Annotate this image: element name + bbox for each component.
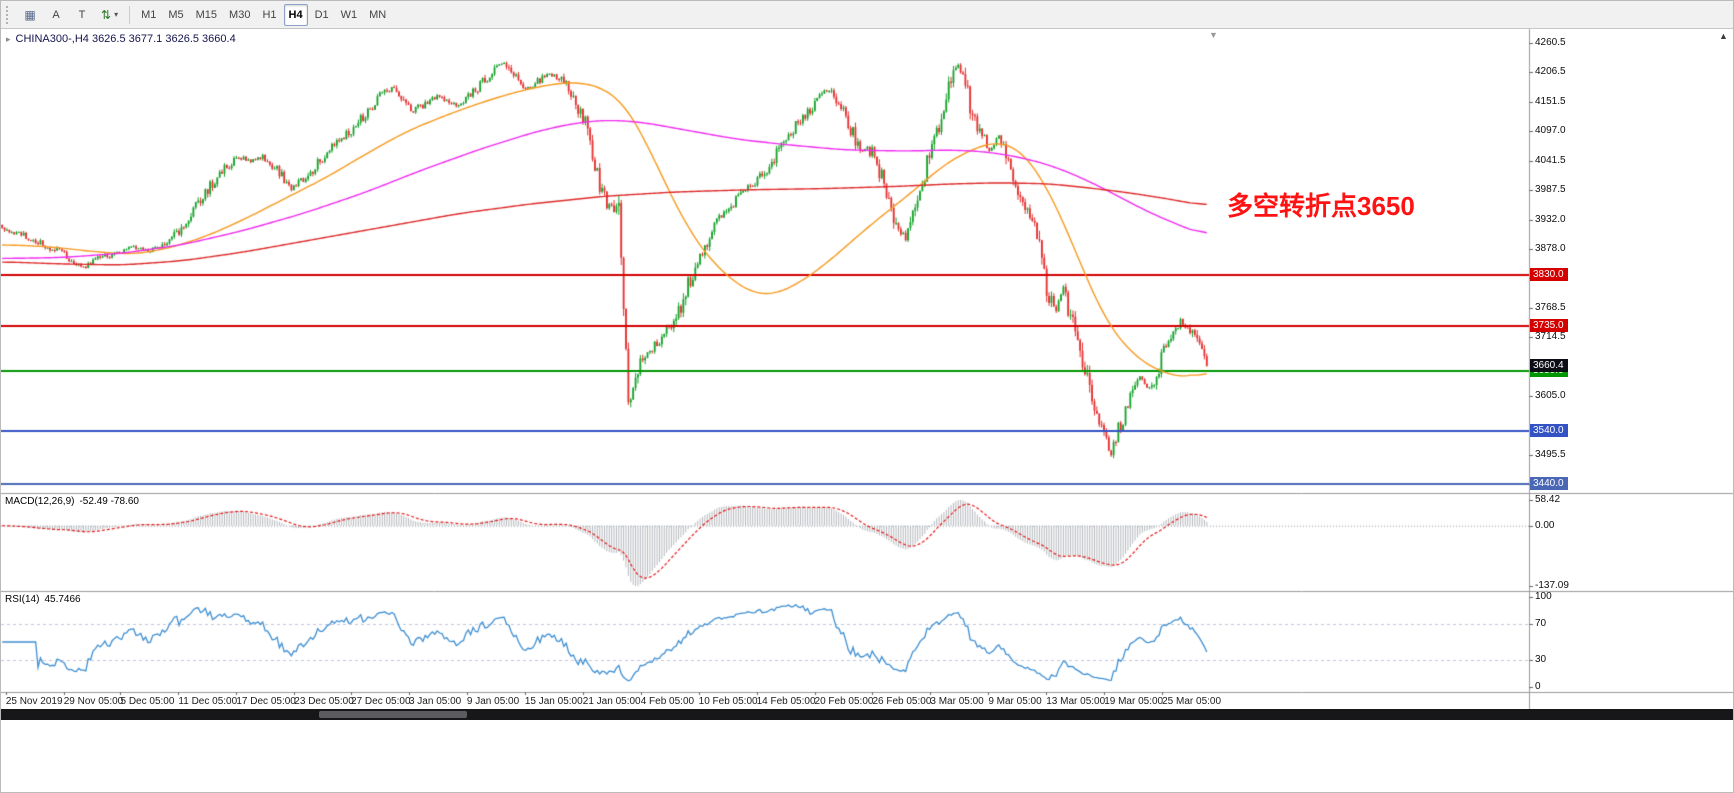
timeframe-m1[interactable]: M1	[136, 4, 161, 26]
horizontal-scrollbar[interactable]	[1, 709, 1733, 720]
time-axis-label: 5 Dec 05:00	[120, 696, 175, 707]
cursor-tools-dropdown[interactable]: ⇅ ▾	[96, 4, 123, 26]
price-axis-label: 3605.0	[1535, 389, 1566, 401]
time-axis-label: 21 Jan 05:00	[582, 696, 641, 707]
text-tool-button[interactable]: T	[70, 4, 94, 26]
scroll-up-arrow-icon[interactable]: ▲	[1719, 31, 1728, 41]
toolbar-grip[interactable]	[6, 5, 13, 24]
timeframe-m5[interactable]: M5	[163, 4, 188, 26]
time-axis-label: 13 Mar 05:00	[1046, 696, 1106, 707]
time-axis-label: 19 Mar 05:00	[1104, 696, 1164, 707]
price-line-badge: 3830.0	[1530, 267, 1568, 281]
timeframe-mn[interactable]: MN	[364, 4, 391, 26]
price-axis-label: 4097.0	[1535, 125, 1566, 137]
rsi-axis-label: 0	[1535, 681, 1541, 692]
time-axis-label: 10 Feb 05:00	[698, 696, 758, 707]
current-price-badge: 3660.4	[1530, 358, 1568, 372]
time-axis-label: 25 Nov 2019	[5, 696, 63, 707]
macd-panel-label: MACD(12,26,9) -52.49 -78.60	[5, 496, 139, 507]
price-axis-label: 3714.5	[1535, 330, 1566, 342]
time-axis-label: 27 Dec 05:00	[351, 696, 411, 707]
macd-title: MACD(12,26,9)	[5, 496, 75, 507]
time-axis-label: 9 Mar 05:00	[988, 696, 1042, 707]
timeframe-m30[interactable]: M30	[224, 4, 255, 26]
timeframe-h4[interactable]: H4	[283, 3, 308, 26]
rsi-axis-label: 30	[1535, 654, 1547, 665]
rsi-value: 45.7466	[44, 594, 81, 605]
timeframe-h1[interactable]: H1	[257, 4, 281, 26]
time-axis-label: 25 Mar 05:00	[1162, 696, 1222, 707]
arrange-button[interactable]: A	[44, 4, 68, 26]
main-toolbar: ▦ A T ⇅ ▾ M1 M5 M15 M30 H1 H4 D1 W1 MN	[1, 1, 1733, 29]
price-axis-label: 4151.5	[1535, 95, 1566, 107]
price-axis-label: 4260.5	[1535, 37, 1566, 49]
arrows-icon: ⇅	[101, 7, 112, 22]
timeframe-w1[interactable]: W1	[336, 4, 363, 26]
timeframe-group: M1 M5 M15 M30 H1 H4 D1 W1 MN	[135, 3, 392, 26]
time-axis-label: 11 Dec 05:00	[178, 696, 238, 707]
time-axis-label: 9 Jan 05:00	[466, 696, 520, 707]
price-axis-label: 4041.5	[1535, 154, 1566, 166]
one-click-trading-toggle[interactable]: ▸	[6, 33, 11, 44]
price-annotation-text: 多空转折点3650	[1227, 191, 1415, 221]
time-axis-label: 3 Jan 05:00	[408, 696, 462, 707]
timeframe-m15[interactable]: M15	[191, 4, 222, 26]
time-axis-label: 26 Feb 05:00	[872, 696, 932, 707]
price-line-badge: 3540.0	[1530, 423, 1568, 437]
chart-title-ohlc: CHINA300-,H4 3626.5 3677.1 3626.5 3660.4	[15, 33, 236, 45]
price-axis-label: 3932.0	[1535, 213, 1566, 225]
time-axis-label: 15 Jan 05:00	[524, 696, 583, 707]
price-axis-label: 3878.0	[1535, 242, 1566, 254]
rsi-axis-label: 100	[1535, 591, 1552, 602]
price-line-badge: 3440.0	[1530, 477, 1568, 491]
window-icon: ▦	[24, 7, 36, 22]
macd-axis-label: -137.09	[1535, 580, 1569, 591]
timeframe-d1[interactable]: D1	[310, 4, 334, 26]
time-axis-label: 29 Nov 05:00	[63, 696, 124, 707]
price-line-badge: 3735.0	[1530, 318, 1568, 332]
rsi-axis-label: 70	[1535, 618, 1547, 629]
price-axis-label: 4206.5	[1535, 66, 1566, 78]
scrollbar-thumb[interactable]	[319, 711, 467, 718]
new-chart-button[interactable]: ▦	[18, 4, 42, 26]
rsi-panel-label: RSI(14) 45.7466	[5, 594, 81, 605]
chart-header: ▸ CHINA300-,H4 3626.5 3677.1 3626.5 3660…	[6, 33, 236, 45]
dropdown-caret-icon: ▾	[114, 10, 119, 19]
toolbar-separator	[129, 5, 131, 24]
time-axis-label: 23 Dec 05:00	[294, 696, 354, 707]
macd-values: -52.49 -78.60	[79, 496, 139, 507]
time-axis-label: 3 Mar 05:00	[930, 696, 984, 707]
macd-axis-label: 58.42	[1535, 494, 1561, 505]
macd-axis-label: 0.00	[1535, 519, 1555, 531]
time-axis-label: 14 Feb 05:00	[756, 696, 816, 707]
time-axis-label: 20 Feb 05:00	[814, 696, 874, 707]
time-axis-label: 4 Feb 05:00	[640, 696, 695, 707]
price-axis-label: 3987.5	[1535, 184, 1566, 196]
price-axis-label: 3495.5	[1535, 448, 1566, 460]
rsi-title: RSI(14)	[5, 594, 40, 605]
time-axis-label: 17 Dec 05:00	[236, 696, 296, 707]
chart-shift-marker-icon[interactable]: ▼	[1209, 30, 1218, 40]
price-axis-label: 3768.5	[1535, 301, 1566, 313]
